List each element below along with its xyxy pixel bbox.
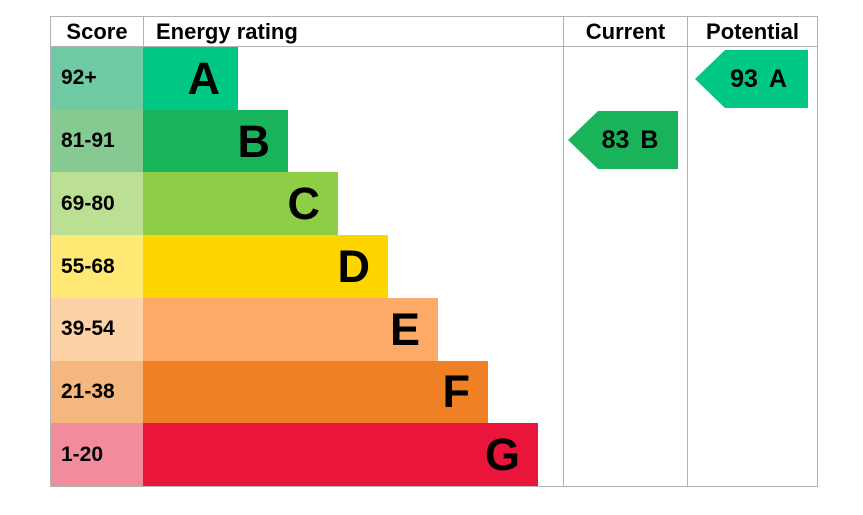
table-body: 92+ A 81-91 B 69-80 C — [51, 47, 817, 487]
band-row-d: 55-68 D — [51, 235, 563, 298]
band-row-a: 92+ A — [51, 47, 563, 110]
potential-rating-text: 93 A — [730, 65, 787, 94]
band-bar-a: A — [143, 47, 238, 110]
band-letter-g: G — [484, 429, 520, 481]
band-letter-f: F — [442, 366, 471, 418]
header-potential: Potential — [687, 17, 817, 46]
band-row-c: 69-80 C — [51, 172, 563, 236]
band-letter-b: B — [237, 115, 271, 167]
current-column-divider — [563, 47, 564, 486]
score-range-c: 69-80 — [51, 172, 143, 236]
band-bar-g: G — [143, 423, 538, 487]
band-rows: 92+ A 81-91 B 69-80 C — [51, 47, 563, 487]
potential-rating-arrow: 93 A — [695, 50, 808, 108]
band-letter-d: D — [337, 241, 371, 293]
band-letter-e: E — [389, 303, 420, 355]
current-rating-arrow: 83 B — [568, 111, 678, 169]
band-bar-e: E — [143, 297, 438, 361]
table-header-row: Score Energy rating Current Potential — [51, 17, 817, 47]
score-range-g: 1-20 — [51, 423, 143, 487]
band-bar-c: C — [143, 172, 338, 236]
header-current: Current — [563, 17, 687, 46]
score-range-b: 81-91 — [51, 109, 143, 173]
band-row-f: 21-38 F — [51, 360, 563, 424]
band-bar-b: B — [143, 109, 288, 173]
header-energy-rating: Energy rating — [143, 17, 563, 46]
score-range-d: 55-68 — [51, 235, 143, 298]
current-rating-text: 83 B — [602, 126, 659, 155]
potential-column-divider — [687, 47, 688, 486]
band-letter-c: C — [287, 178, 321, 230]
potential-rating-letter: A — [768, 64, 787, 93]
header-score: Score — [66, 19, 128, 44]
current-rating-letter: B — [640, 125, 659, 154]
band-bar-d: D — [143, 235, 388, 298]
band-row-e: 39-54 E — [51, 297, 563, 361]
band-letter-a: A — [187, 52, 221, 104]
score-range-f: 21-38 — [51, 360, 143, 424]
score-range-e: 39-54 — [51, 297, 143, 361]
band-row-g: 1-20 G — [51, 423, 563, 487]
epc-table: Score Energy rating Current Potential 92… — [50, 16, 818, 487]
potential-score-value: 93 — [730, 64, 758, 93]
score-range-a: 92+ — [51, 47, 143, 110]
band-row-b: 81-91 B — [51, 109, 563, 173]
band-bar-f: F — [143, 360, 488, 424]
current-score-value: 83 — [601, 125, 630, 154]
